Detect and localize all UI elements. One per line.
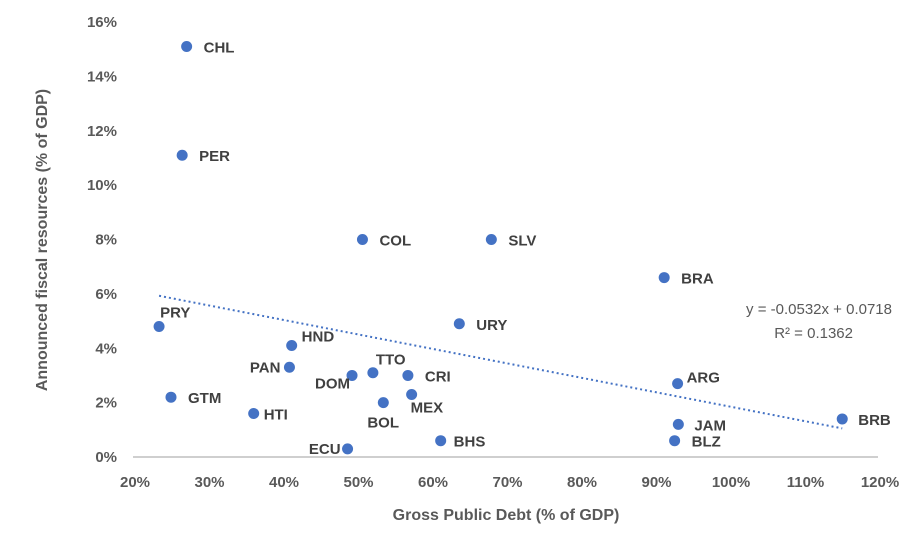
- point-label-bol: BOL: [367, 415, 399, 432]
- point-label-dom: DOM: [315, 375, 350, 392]
- data-point-pry: [153, 321, 165, 332]
- data-point-brb: [836, 413, 848, 425]
- x-tick-label: 50%: [343, 474, 373, 491]
- point-label-mex: MEX: [411, 399, 444, 416]
- data-point-mex: [406, 388, 418, 400]
- point-label-ury: URY: [476, 317, 507, 334]
- y-tick-label: 2%: [95, 395, 117, 412]
- y-tick-label: 6%: [95, 286, 117, 303]
- point-label-chl: CHL: [204, 39, 235, 56]
- y-tick-label: 4%: [95, 340, 117, 357]
- data-point-ecu: [342, 443, 354, 455]
- x-axis-ticks: 20% 30% 40% 50% 60% 70% 80% 90% 100% 110% 120%: [120, 474, 899, 491]
- y-tick-label: 14%: [87, 68, 117, 85]
- point-label-cri: CRI: [425, 368, 451, 385]
- data-point-ury: [453, 318, 465, 330]
- data-point-hti: [248, 408, 260, 419]
- data-point-bhs: [435, 435, 447, 447]
- x-tick-label: 110%: [787, 474, 825, 491]
- trendline-equation: y = -0.0532x + 0.0718: [746, 301, 892, 318]
- data-point-cri: [402, 369, 414, 381]
- data-point-per: [176, 149, 188, 161]
- point-label-tto: TTO: [376, 352, 406, 369]
- x-tick-label: 120%: [861, 474, 899, 491]
- point-label-per: PER: [199, 148, 230, 165]
- data-point-chl: [181, 40, 193, 52]
- point-label-arg: ARG: [687, 370, 720, 387]
- y-tick-label: 12%: [87, 123, 117, 140]
- trendline: [158, 294, 843, 430]
- point-label-bra: BRA: [681, 271, 714, 288]
- x-tick-label: 90%: [641, 474, 671, 491]
- point-label-hti: HTI: [264, 407, 288, 424]
- x-tick-label: 80%: [567, 474, 597, 491]
- y-axis-ticks: 0% 2% 4% 6% 8% 10% 12% 14% 16%: [87, 14, 117, 466]
- point-label-pry: PRY: [160, 305, 190, 322]
- y-tick-label: 0%: [95, 449, 117, 466]
- point-label-slv: SLV: [508, 233, 536, 250]
- point-label-ecu: ECU: [309, 441, 341, 458]
- y-axis-title: Announced fiscal resources (% of GDP): [34, 89, 51, 391]
- x-tick-label: 40%: [269, 474, 299, 491]
- trendline-path: [158, 294, 843, 430]
- point-label-col: COL: [379, 233, 411, 250]
- data-point-arg: [672, 378, 684, 390]
- data-points: CHL PER COL SLV BRA URY PRY HND PAN TTO DOM CRI GTM M…: [153, 39, 891, 458]
- data-point-col: [356, 234, 368, 245]
- data-point-slv: [485, 234, 497, 245]
- data-point-gtm: [165, 391, 177, 403]
- y-tick-label: 10%: [87, 177, 117, 194]
- point-label-hnd: HND: [302, 329, 335, 346]
- data-point-bol: [377, 397, 389, 409]
- x-tick-label: 70%: [492, 474, 522, 491]
- point-label-brb: BRB: [858, 412, 891, 429]
- point-label-pan: PAN: [250, 359, 281, 376]
- x-tick-label: 60%: [418, 474, 448, 491]
- x-tick-label: 100%: [712, 474, 750, 491]
- data-point-dom: [346, 369, 358, 381]
- x-axis-title: Gross Public Debt (% of GDP): [393, 507, 620, 524]
- x-tick-label: 30%: [194, 474, 224, 491]
- data-point-blz: [669, 435, 681, 447]
- point-label-bhs: BHS: [454, 434, 486, 451]
- point-label-gtm: GTM: [188, 390, 221, 407]
- data-point-tto: [367, 367, 379, 379]
- y-tick-label: 8%: [95, 232, 117, 249]
- trendline-r-squared: R² = 0.1362: [774, 325, 853, 342]
- y-tick-label: 16%: [87, 14, 117, 31]
- data-point-bra: [658, 272, 670, 284]
- data-point-pan: [283, 361, 295, 373]
- data-point-jam: [672, 418, 684, 430]
- data-point-hnd: [286, 340, 298, 352]
- point-label-blz: BLZ: [692, 434, 721, 451]
- x-tick-label: 20%: [120, 474, 150, 491]
- point-label-jam: JAM: [694, 417, 726, 434]
